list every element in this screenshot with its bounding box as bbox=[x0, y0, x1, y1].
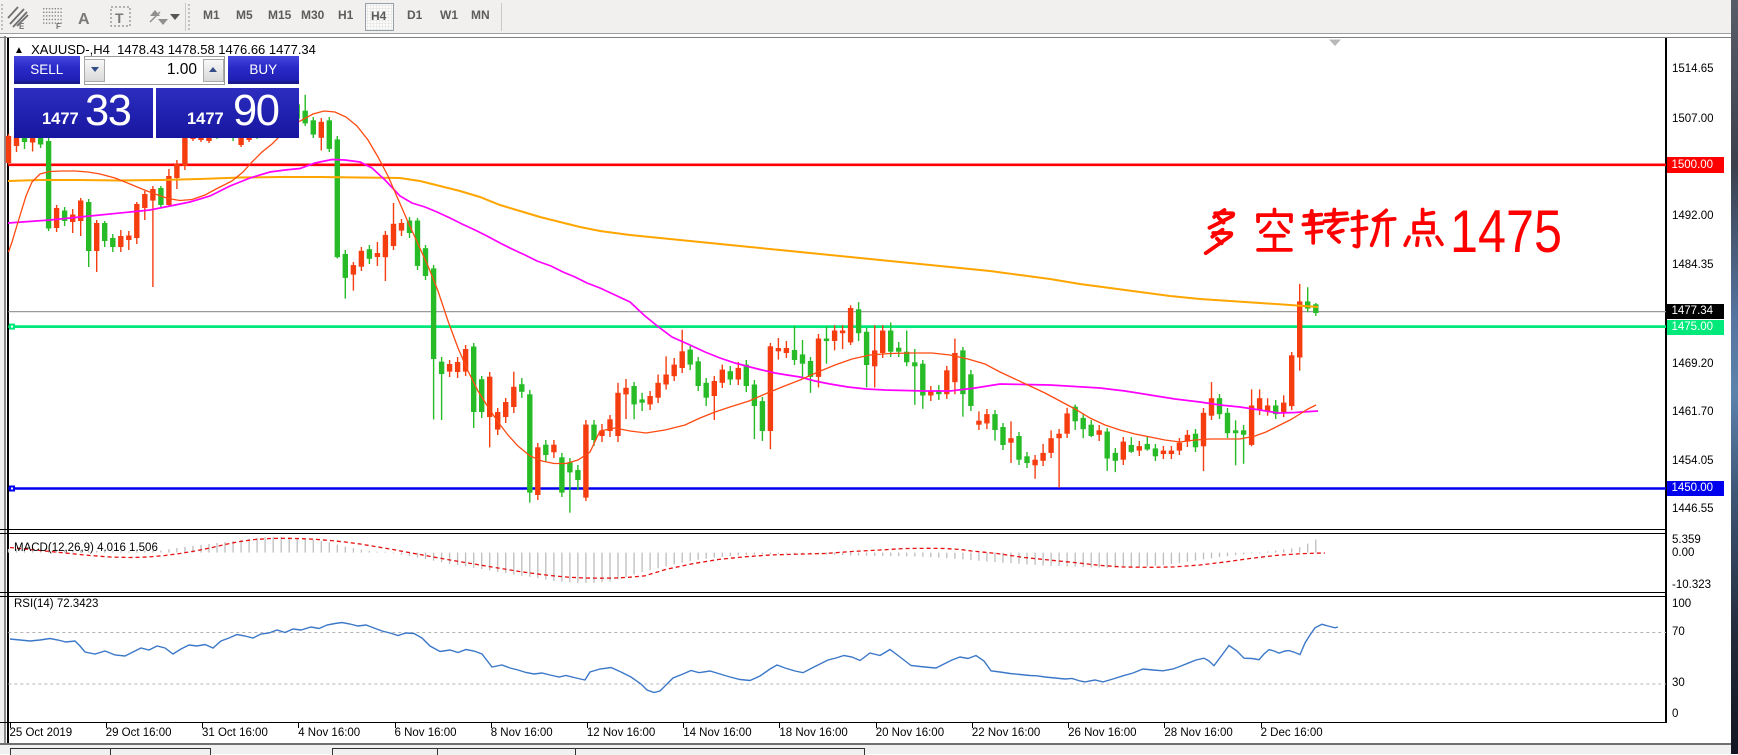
svg-text:T: T bbox=[115, 10, 124, 26]
svg-text:F: F bbox=[56, 22, 61, 31]
svg-text:1475: 1475 bbox=[1450, 198, 1562, 265]
svg-text:E: E bbox=[19, 22, 25, 31]
svg-text:A: A bbox=[78, 11, 90, 28]
